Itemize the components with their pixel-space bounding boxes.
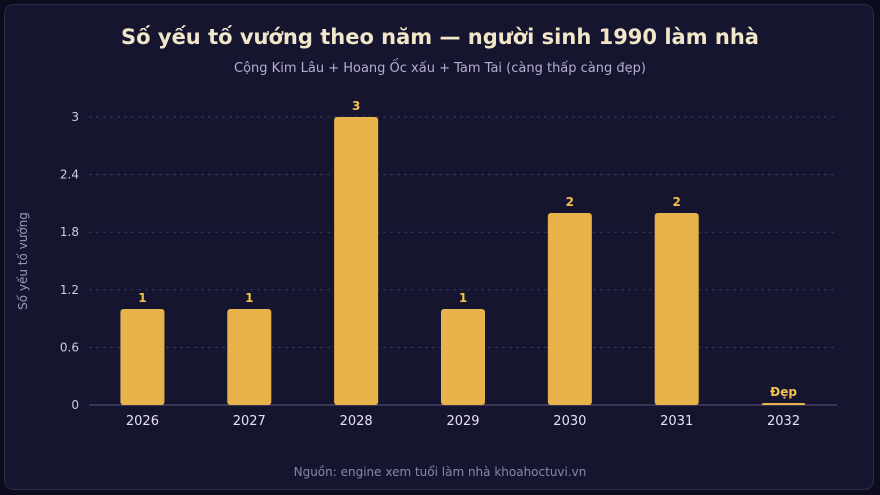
y-tick-label: 3	[71, 110, 79, 124]
x-tick-label: 2031	[660, 414, 693, 429]
bar-2031	[654, 213, 699, 405]
x-tick-label: 2028	[340, 414, 373, 429]
x-tick-label: 2030	[553, 414, 586, 429]
data-label-2026: 1	[138, 291, 146, 305]
bar-2028	[334, 117, 379, 405]
data-label-2032: Đẹp	[770, 385, 797, 399]
data-label-2027: 1	[245, 291, 253, 305]
x-tick-label: 2027	[233, 414, 266, 429]
x-tick-label: 2032	[767, 414, 800, 429]
y-tick-label: 2.4	[60, 168, 79, 182]
bars	[120, 117, 806, 405]
bar-2030	[547, 213, 592, 405]
bar-2027	[227, 309, 272, 405]
y-axis-ticks: 0 0.6 1.2 1.8 2.4 3	[60, 110, 79, 412]
data-label-2028: 3	[352, 99, 360, 113]
y-tick-label: 1.2	[60, 283, 79, 297]
bar-2032	[761, 403, 806, 405]
y-tick-label: 0.6	[60, 340, 79, 354]
data-label-2030: 2	[566, 195, 574, 209]
bar-2029	[441, 309, 485, 405]
y-axis-label: Số yếu tố vướng	[16, 212, 30, 310]
y-tick-label: 0	[71, 398, 79, 412]
chart-card: Số yếu tố vướng theo năm — người sinh 19…	[4, 4, 874, 490]
bar-2026	[120, 309, 165, 405]
data-labels: 1 1 3 1 2 2 Đẹp	[138, 99, 797, 399]
x-tick-label: 2026	[126, 414, 159, 429]
x-axis-ticks: 2026 2027 2028 2029 2030 2031 2032	[126, 414, 800, 429]
chart-subtitle: Cộng Kim Lâu + Hoang Ốc xấu + Tam Tai (c…	[234, 61, 646, 76]
chart-title: Số yếu tố vướng theo năm — người sinh 19…	[121, 25, 759, 49]
y-tick-label: 1.8	[60, 225, 79, 239]
data-label-2029: 1	[459, 291, 467, 305]
data-label-2031: 2	[673, 195, 681, 209]
x-tick-label: 2029	[446, 414, 479, 429]
source-note: Nguồn: engine xem tuổi làm nhà khoahoctu…	[293, 465, 587, 479]
